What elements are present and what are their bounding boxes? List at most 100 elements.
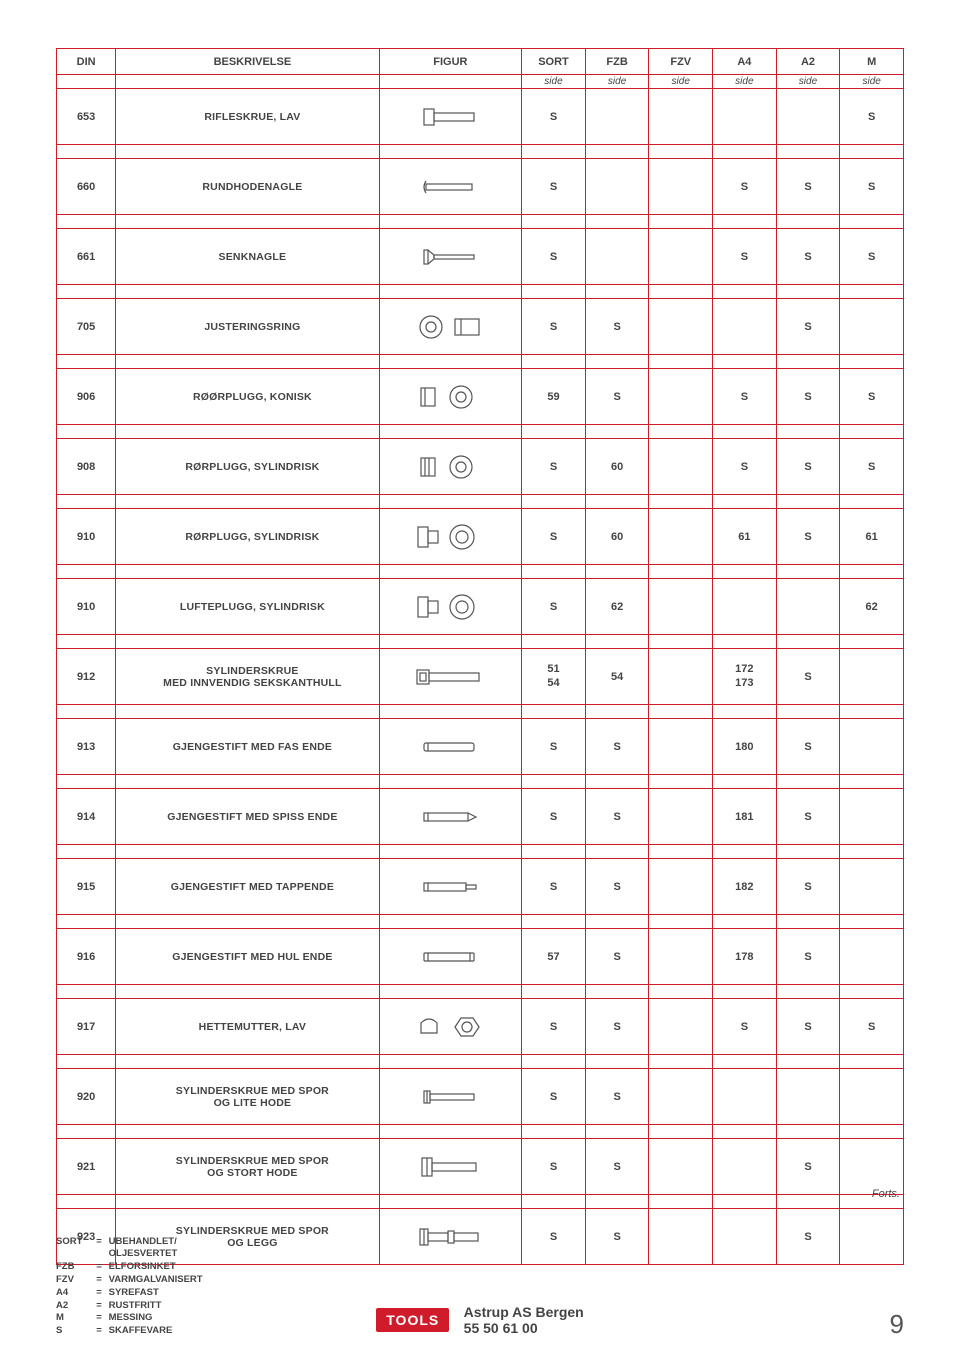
cell-a2: S [776,999,840,1055]
cell-m [840,929,904,985]
cell-fzb: S [585,999,649,1055]
gap-row [57,145,904,159]
cell-desc: RUNDHODENAGLE [116,159,379,215]
cell-fzb: 62 [585,579,649,635]
cell-a4 [713,1139,777,1195]
table-row: 653RIFLESKRUE, LAVSS [57,89,904,145]
cell-sort: S [522,89,586,145]
cell-a2: S [776,509,840,565]
cell-desc: RØRPLUGG, SYLINDRISK [116,509,379,565]
cell-figure [379,1209,522,1265]
table-row: 910RØRPLUGG, SYLINDRISKS6061S61 [57,509,904,565]
cell-desc: RØRPLUGG, SYLINDRISK [116,439,379,495]
table-row: 705JUSTERINGSRINGSSS [57,299,904,355]
cell-din: 705 [57,299,116,355]
cell-sort: S [522,1139,586,1195]
table-row: 920SYLINDERSKRUE MED SPOROG LITE HODESS [57,1069,904,1125]
cell-fzb: S [585,299,649,355]
cell-desc: GJENGESTIFT MED TAPPENDE [116,859,379,915]
table-row: 908RØRPLUGG, SYLINDRISKS60SSS [57,439,904,495]
cell-din: 915 [57,859,116,915]
cell-a2: S [776,649,840,705]
gap-row [57,985,904,999]
table-row: 906RØØRPLUGG, KONISK59SSSS [57,369,904,425]
table-row: 917HETTEMUTTER, LAVSSSSS [57,999,904,1055]
table-row: 661SENKNAGLESSSS [57,229,904,285]
cell-figure [379,929,522,985]
side-label: side [840,75,904,89]
cell-figure [379,509,522,565]
cell-fzv [649,439,713,495]
cell-din: 653 [57,89,116,145]
cell-a4: 182 [713,859,777,915]
cell-a4 [713,89,777,145]
cell-desc: RØØRPLUGG, KONISK [116,369,379,425]
side-label: side [585,75,649,89]
cell-fzv [649,789,713,845]
cell-m [840,299,904,355]
subheader-row: side side side side side side [57,75,904,89]
cell-a4: 178 [713,929,777,985]
cell-din: 914 [57,789,116,845]
cell-sort: S [522,299,586,355]
cell-a4: 61 [713,509,777,565]
cell-din: 660 [57,159,116,215]
cell-m: 62 [840,579,904,635]
cell-fzb: S [585,789,649,845]
cell-a4: S [713,439,777,495]
th-a2: A2 [776,49,840,75]
cell-desc: SYLINDERSKRUE MED SPOROG LITE HODE [116,1069,379,1125]
page-number: 9 [890,1309,904,1340]
cell-fzv [649,1139,713,1195]
cell-m [840,1069,904,1125]
cell-fzb: S [585,1069,649,1125]
cell-din: 661 [57,229,116,285]
cell-sort: S [522,719,586,775]
cell-fzv [649,229,713,285]
cell-din: 908 [57,439,116,495]
footer: TOOLS Astrup AS Bergen 55 50 61 00 [0,1304,960,1336]
cell-a2: S [776,1209,840,1265]
cell-a4 [713,1209,777,1265]
cell-din: 906 [57,369,116,425]
side-label: side [713,75,777,89]
cell-figure [379,229,522,285]
cell-desc: GJENGESTIFT MED FAS ENDE [116,719,379,775]
legend-row: FZV= VARMGALVANISERT [56,1274,203,1287]
cell-din: 916 [57,929,116,985]
cell-fzb [585,229,649,285]
cell-m: S [840,229,904,285]
cell-a4: 180 [713,719,777,775]
table-row: 914GJENGESTIFT MED SPISS ENDESS181S [57,789,904,845]
table-row: 660RUNDHODENAGLESSSS [57,159,904,215]
cell-fzb: S [585,1139,649,1195]
side-label: side [776,75,840,89]
cell-figure [379,159,522,215]
cell-desc: SYLINDERSKRUE MED SPOROG STORT HODE [116,1139,379,1195]
gap-row [57,1055,904,1069]
cell-m [840,1139,904,1195]
cell-figure [379,1069,522,1125]
cell-a2: S [776,929,840,985]
cell-figure [379,1139,522,1195]
cell-figure [379,579,522,635]
cell-figure [379,439,522,495]
cell-fzb: S [585,1209,649,1265]
gap-row [57,1125,904,1139]
cell-din: 920 [57,1069,116,1125]
header-row: DIN BESKRIVELSE FIGUR SORT FZB FZV A4 A2… [57,49,904,75]
cell-desc: HETTEMUTTER, LAV [116,999,379,1055]
th-fig: FIGUR [379,49,522,75]
cell-figure [379,369,522,425]
cell-a2: S [776,439,840,495]
cell-fzv [649,579,713,635]
cell-m [840,789,904,845]
table-row: 913GJENGESTIFT MED FAS ENDESS180S [57,719,904,775]
th-m: M [840,49,904,75]
cell-fzv [649,929,713,985]
cell-m [840,649,904,705]
th-fzv: FZV [649,49,713,75]
cell-desc: SYLINDERSKRUEMED INNVENDIG SEKSKANTHULL [116,649,379,705]
cell-figure [379,649,522,705]
cell-sort: S [522,159,586,215]
